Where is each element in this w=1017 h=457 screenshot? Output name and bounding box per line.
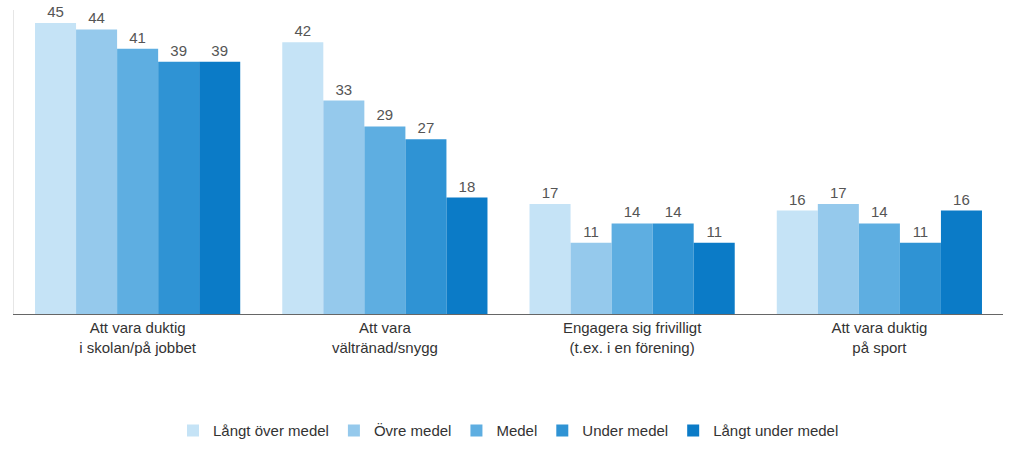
svg-text:29: 29 bbox=[377, 106, 394, 123]
svg-text:27: 27 bbox=[418, 119, 435, 136]
svg-text:44: 44 bbox=[88, 9, 105, 26]
svg-text:Långt under medel: Långt under medel bbox=[713, 422, 838, 439]
svg-text:14: 14 bbox=[871, 203, 888, 220]
svg-text:42: 42 bbox=[294, 22, 311, 39]
svg-text:Att vara duktigpå sport: Att vara duktigpå sport bbox=[831, 319, 927, 356]
svg-text:18: 18 bbox=[459, 178, 476, 195]
svg-text:17: 17 bbox=[542, 184, 559, 201]
svg-text:Övre medel: Övre medel bbox=[374, 422, 452, 439]
svg-text:Under medel: Under medel bbox=[582, 422, 668, 439]
svg-text:17: 17 bbox=[830, 184, 847, 201]
svg-text:Långt över medel: Långt över medel bbox=[213, 422, 329, 439]
svg-text:16: 16 bbox=[953, 191, 970, 208]
svg-text:41: 41 bbox=[129, 29, 146, 46]
svg-text:39: 39 bbox=[211, 42, 228, 59]
svg-text:39: 39 bbox=[170, 42, 187, 59]
svg-text:33: 33 bbox=[335, 81, 352, 98]
svg-text:16: 16 bbox=[789, 191, 806, 208]
svg-text:14: 14 bbox=[665, 203, 682, 220]
svg-text:14: 14 bbox=[624, 203, 641, 220]
svg-text:Att vara duktigi skolan/på job: Att vara duktigi skolan/på jobbet bbox=[79, 319, 197, 356]
svg-text:Att varavältränad/snygg: Att varavältränad/snygg bbox=[332, 319, 438, 356]
svg-text:Engagera sig frivilligt(t.ex.: Engagera sig frivilligt(t.ex. i en fören… bbox=[563, 319, 702, 356]
svg-text:11: 11 bbox=[706, 223, 722, 240]
svg-text:11: 11 bbox=[913, 223, 929, 240]
svg-text:Medel: Medel bbox=[496, 422, 537, 439]
svg-text:45: 45 bbox=[47, 3, 64, 20]
svg-text:11: 11 bbox=[583, 223, 599, 240]
